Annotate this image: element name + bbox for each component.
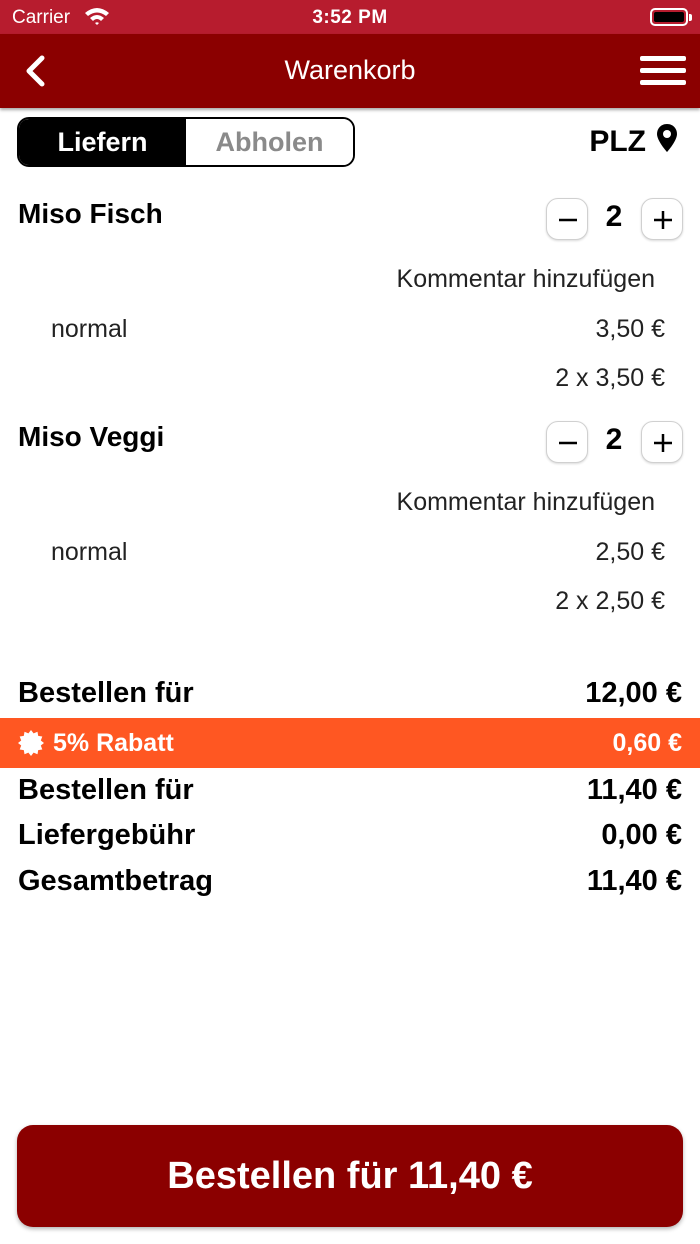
total-label: Gesamtbetrag <box>18 865 214 897</box>
discount-label: 5% Rabatt <box>53 729 174 757</box>
tab-liefern[interactable]: Liefern <box>19 119 186 165</box>
item-variant: normal <box>51 315 128 343</box>
item-line-total: 2 x 2,50 € <box>555 587 665 615</box>
add-comment-link[interactable]: Kommentar hinzufügen <box>396 265 655 293</box>
discount-badge-icon <box>17 729 45 764</box>
item-line-total: 2 x 3,50 € <box>555 364 665 392</box>
item-variant: normal <box>51 538 128 566</box>
item-quantity: 2 <box>605 200 623 233</box>
carrier-label: Carrier <box>12 7 71 28</box>
status-time: 3:52 PM <box>312 7 388 28</box>
subtotal-value: 12,00 € <box>585 677 682 709</box>
battery-icon <box>650 8 692 26</box>
item-name: Miso Veggi <box>18 421 165 452</box>
discount-row: 5% Rabatt 0,60 € <box>0 718 700 768</box>
subtotal-row: Bestellen für 12,00 € <box>18 677 682 717</box>
subtotal-label: Bestellen für <box>18 677 194 709</box>
discount-value: 0,60 € <box>612 729 682 757</box>
order-button[interactable]: Bestellen für 11,40 € <box>17 1125 683 1227</box>
plus-icon <box>654 434 672 452</box>
location-pin-icon <box>656 123 678 161</box>
plus-icon <box>654 211 672 229</box>
total-row: Gesamtbetrag 11,40 € <box>18 865 682 905</box>
delivery-mode-toggle: Liefern Abholen <box>17 117 355 167</box>
plz-label: PLZ <box>589 125 646 158</box>
tab-abholen[interactable]: Abholen <box>186 119 353 165</box>
item-quantity: 2 <box>605 423 623 456</box>
delivery-fee-label: Liefergebühr <box>18 819 196 851</box>
decrease-quantity-button[interactable] <box>546 198 588 240</box>
back-arrow-icon[interactable] <box>22 54 52 88</box>
total-value: 11,40 € <box>586 865 682 897</box>
discounted-subtotal-label: Bestellen für <box>18 774 194 806</box>
plz-selector[interactable]: PLZ <box>589 122 678 162</box>
delivery-fee-value: 0,00 € <box>601 819 682 851</box>
item-name: Miso Fisch <box>18 198 163 229</box>
increase-quantity-button[interactable] <box>641 421 683 463</box>
discounted-subtotal-row: Bestellen für 11,40 € <box>18 774 682 814</box>
item-unit-price: 3,50 € <box>595 315 665 343</box>
item-unit-price: 2,50 € <box>595 538 665 566</box>
minus-icon <box>559 218 577 222</box>
decrease-quantity-button[interactable] <box>546 421 588 463</box>
page-title: Warenkorb <box>284 55 416 85</box>
delivery-fee-row: Liefergebühr 0,00 € <box>18 819 682 859</box>
add-comment-link[interactable]: Kommentar hinzufügen <box>396 488 655 516</box>
status-bar: Carrier 3:52 PM <box>0 0 700 34</box>
minus-icon <box>559 441 577 445</box>
wifi-icon <box>84 6 110 32</box>
discounted-subtotal-value: 11,40 € <box>586 774 682 806</box>
increase-quantity-button[interactable] <box>641 198 683 240</box>
hamburger-menu-icon[interactable] <box>640 54 686 88</box>
nav-bar: Warenkorb <box>0 34 700 108</box>
